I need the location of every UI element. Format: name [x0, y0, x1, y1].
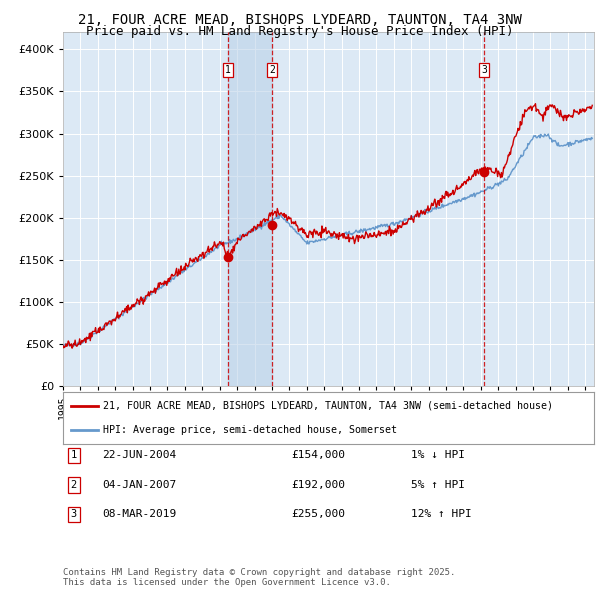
Text: HPI: Average price, semi-detached house, Somerset: HPI: Average price, semi-detached house,…: [103, 425, 397, 435]
Text: 2: 2: [269, 65, 275, 76]
Text: Price paid vs. HM Land Registry's House Price Index (HPI): Price paid vs. HM Land Registry's House …: [86, 25, 514, 38]
Text: 3: 3: [71, 510, 77, 519]
Text: £192,000: £192,000: [291, 480, 345, 490]
Text: 1: 1: [71, 451, 77, 460]
Text: 12% ↑ HPI: 12% ↑ HPI: [411, 510, 472, 519]
Text: 04-JAN-2007: 04-JAN-2007: [102, 480, 176, 490]
Text: 3: 3: [481, 65, 487, 76]
Text: 2: 2: [71, 480, 77, 490]
Bar: [228, 32, 272, 386]
Text: 08-MAR-2019: 08-MAR-2019: [102, 510, 176, 519]
Text: £154,000: £154,000: [291, 451, 345, 460]
Text: 21, FOUR ACRE MEAD, BISHOPS LYDEARD, TAUNTON, TA4 3NW: 21, FOUR ACRE MEAD, BISHOPS LYDEARD, TAU…: [78, 13, 522, 27]
Text: £255,000: £255,000: [291, 510, 345, 519]
Text: Contains HM Land Registry data © Crown copyright and database right 2025.
This d: Contains HM Land Registry data © Crown c…: [63, 568, 455, 587]
Text: 1: 1: [225, 65, 231, 76]
Text: 22-JUN-2004: 22-JUN-2004: [102, 451, 176, 460]
Text: 5% ↑ HPI: 5% ↑ HPI: [411, 480, 465, 490]
Text: 21, FOUR ACRE MEAD, BISHOPS LYDEARD, TAUNTON, TA4 3NW (semi-detached house): 21, FOUR ACRE MEAD, BISHOPS LYDEARD, TAU…: [103, 401, 553, 411]
Text: 1% ↓ HPI: 1% ↓ HPI: [411, 451, 465, 460]
